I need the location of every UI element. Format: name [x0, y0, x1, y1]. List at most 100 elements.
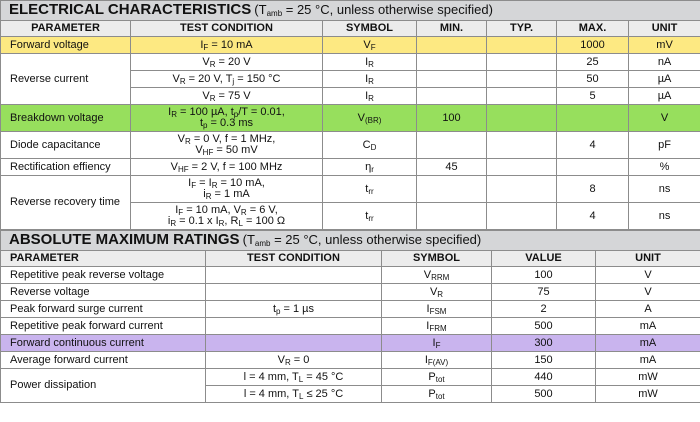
symbol: IF(AV): [381, 351, 492, 369]
symbol: IFSM: [381, 300, 492, 318]
table-row: Rectification effiency VHF = 2 V, f = 10…: [0, 158, 700, 176]
typ-value: [486, 104, 557, 132]
test-condition: VR = 75 V: [130, 87, 323, 105]
min-value: [416, 175, 487, 203]
header-unit: UNIT: [594, 250, 700, 267]
header-test-condition: TEST CONDITION: [130, 20, 323, 37]
unit-value: µA: [627, 70, 700, 88]
header-parameter: PARAMETER: [0, 20, 131, 37]
symbol: IFRM: [381, 317, 492, 335]
unit-value: mV: [627, 36, 700, 54]
rating-value: 500: [491, 385, 596, 403]
min-value: [416, 87, 487, 105]
unit-value: mA: [594, 351, 700, 369]
rating-value: 150: [491, 351, 596, 369]
electrical-section-title: ELECTRICAL CHARACTERISTICS (Tamb = 25 °C…: [0, 0, 700, 21]
test-condition: VR = 0: [205, 351, 382, 369]
typ-value: [486, 87, 557, 105]
param-repetitive-peak-reverse-voltage: Repetitive peak reverse voltage: [0, 266, 206, 284]
symbol: CD: [322, 131, 417, 159]
unit-value: mA: [594, 317, 700, 335]
table-row: Repetitive peak reverse voltage VRRM 100…: [0, 266, 700, 284]
test-condition: VR = 20 V, Tj = 150 °C: [130, 70, 323, 88]
test-condition: VHF = 2 V, f = 100 MHz: [130, 158, 323, 176]
param-rectification-efficiency: Rectification effiency: [0, 158, 131, 176]
rating-value: 100: [491, 266, 596, 284]
header-parameter: PARAMETER: [0, 250, 206, 267]
header-symbol: SYMBOL: [381, 250, 492, 267]
max-value: 5: [556, 87, 629, 105]
table-row: Power dissipation l = 4 mm, TL = 45 °C P…: [0, 368, 700, 403]
min-value: [416, 131, 487, 159]
unit-value: µA: [627, 87, 700, 105]
absolute-maximum-ratings-table: ABSOLUTE MAXIMUM RATINGS (Tamb = 25 °C, …: [0, 230, 700, 403]
table-row: Forward voltage IF = 10 mA VF 1000 mV: [0, 36, 700, 54]
test-condition: IF = 10 mA, VR = 6 V, iR = 0.1 x IR, RL =…: [130, 202, 323, 230]
header-symbol: SYMBOL: [322, 20, 417, 37]
max-value: 25: [556, 53, 629, 71]
rating-value: 2: [491, 300, 596, 318]
param-average-forward-current: Average forward current: [0, 351, 206, 369]
electrical-characteristics-table: ELECTRICAL CHARACTERISTICS (Tamb = 25 °C…: [0, 0, 700, 230]
table-row: Reverse current VR = 20 V IR 25 nA: [0, 53, 700, 105]
table-row: l = 4 mm, TL ≤ 25 °C Ptot 500 mW: [1, 385, 700, 403]
test-condition: VR = 0 V, f = 1 MHz, VHF = 50 mV: [130, 131, 323, 159]
unit-value: V: [627, 104, 700, 132]
unit-value: nA: [627, 53, 700, 71]
symbol: ηr: [322, 158, 417, 176]
table-row: Breakdown voltage IR = 100 µA, tp/T = 0.…: [0, 104, 700, 132]
table-row: IF = 10 mA, VR = 6 V, iR = 0.1 x IR, RL =…: [1, 202, 700, 230]
test-condition: [205, 317, 382, 335]
max-value: [556, 104, 629, 132]
max-value: 1000: [556, 36, 629, 54]
test-condition: IR = 100 µA, tp/T = 0.01, tp = 0.3 ms: [130, 104, 323, 132]
param-reverse-voltage: Reverse voltage: [0, 283, 206, 301]
symbol: trr: [322, 175, 417, 203]
max-value: 4: [556, 202, 629, 230]
table-row: Forward continuous current IF 300 mA: [0, 334, 700, 352]
param-reverse-recovery-time: Reverse recovery time: [0, 175, 131, 230]
unit-value: mW: [594, 368, 700, 386]
table-row: Average forward current VR = 0 IF(AV) 15…: [0, 351, 700, 369]
typ-value: [486, 131, 557, 159]
symbol: Ptot: [381, 368, 492, 386]
symbol: Ptot: [381, 385, 492, 403]
symbol: VR: [381, 283, 492, 301]
param-diode-capacitance: Diode capacitance: [0, 131, 131, 159]
header-max: MAX.: [556, 20, 629, 37]
param-repetitive-peak-forward-current: Repetitive peak forward current: [0, 317, 206, 335]
symbol: VF: [322, 36, 417, 54]
rating-value: 440: [491, 368, 596, 386]
unit-value: V: [594, 283, 700, 301]
rating-value: 500: [491, 317, 596, 335]
unit-value: V: [594, 266, 700, 284]
max-value: 50: [556, 70, 629, 88]
unit-value: ns: [627, 202, 700, 230]
test-condition: [205, 266, 382, 284]
test-condition: tp = 1 µs: [205, 300, 382, 318]
symbol: IR: [322, 70, 417, 88]
max-value: [556, 158, 629, 176]
unit-value: pF: [627, 131, 700, 159]
test-condition: [205, 283, 382, 301]
table-row: Diode capacitance VR = 0 V, f = 1 MHz, VH…: [0, 131, 700, 159]
param-breakdown-voltage: Breakdown voltage: [0, 104, 131, 132]
param-reverse-current: Reverse current: [0, 53, 131, 105]
min-value: [416, 36, 487, 54]
header-min: MIN.: [416, 20, 487, 37]
param-power-dissipation: Power dissipation: [0, 368, 206, 403]
table-row: VR = 20 V, Tj = 150 °C IR 50 µA: [1, 70, 700, 88]
symbol: IR: [322, 87, 417, 105]
table-row: Repetitive peak forward current IFRM 500…: [0, 317, 700, 335]
param-forward-continuous-current: Forward continuous current: [0, 334, 206, 352]
typ-value: [486, 202, 557, 230]
absolute-header-row: PARAMETER TEST CONDITION SYMBOL VALUE UN…: [0, 250, 700, 267]
typ-value: [486, 36, 557, 54]
table-row: Reverse recovery time IF = IR = 10 mA, iR…: [0, 175, 700, 230]
max-value: 8: [556, 175, 629, 203]
header-test-condition: TEST CONDITION: [205, 250, 382, 267]
typ-value: [486, 158, 557, 176]
param-forward-voltage: Forward voltage: [0, 36, 131, 54]
table-row: Peak forward surge current tp = 1 µs IFS…: [0, 300, 700, 318]
rating-value: 75: [491, 283, 596, 301]
